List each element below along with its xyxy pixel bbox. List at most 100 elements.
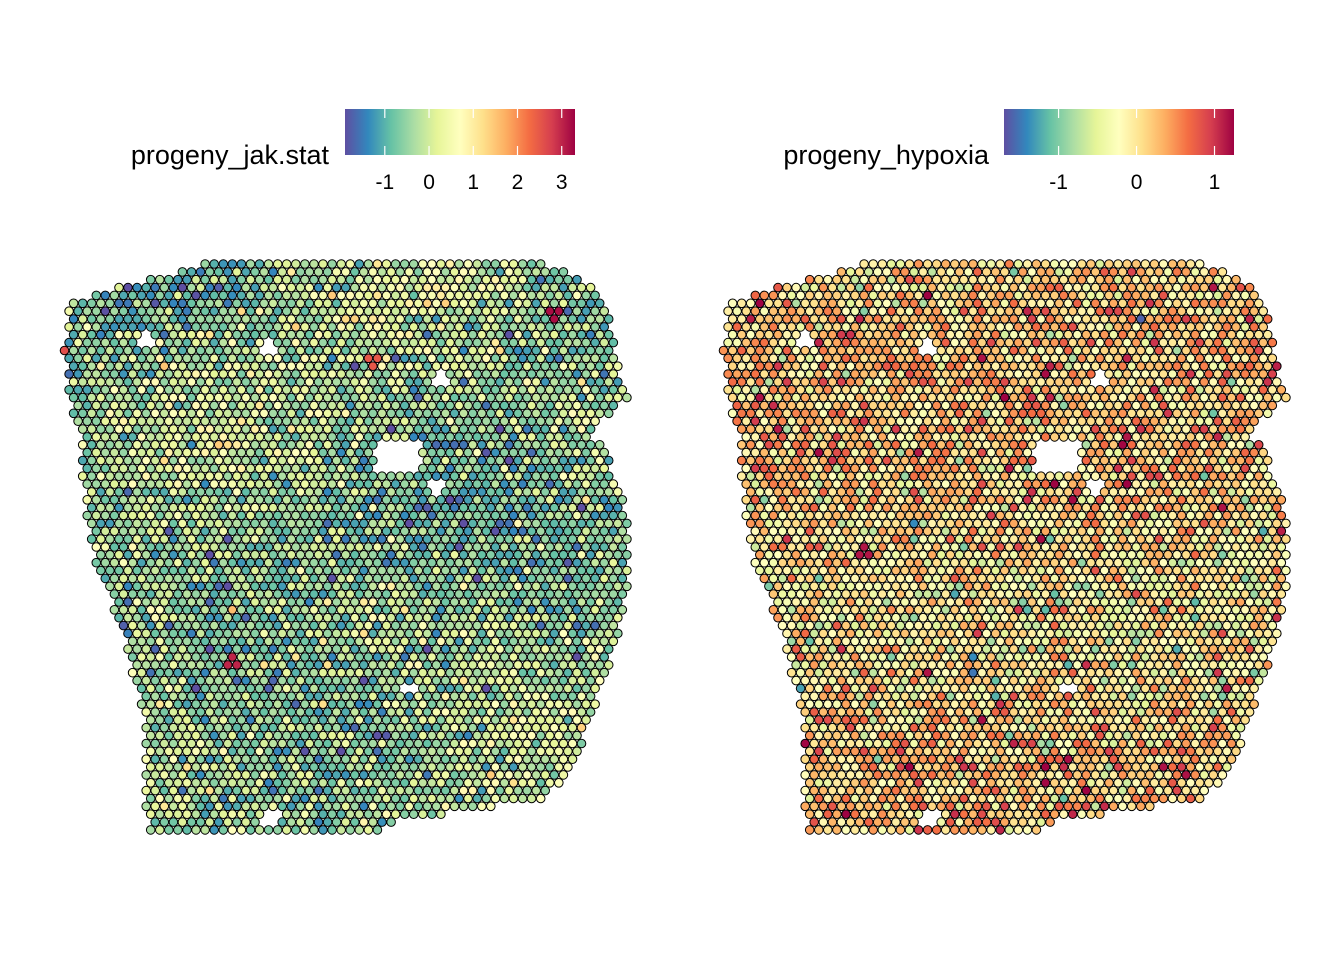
spot xyxy=(1063,329,1073,340)
spot xyxy=(1054,361,1064,372)
spot xyxy=(1240,385,1250,395)
spot xyxy=(313,534,324,544)
spot xyxy=(114,487,124,497)
spot xyxy=(159,675,170,686)
spot xyxy=(922,259,933,269)
spot xyxy=(1063,345,1073,356)
spot xyxy=(872,361,883,372)
spot xyxy=(1045,377,1055,387)
spot xyxy=(368,282,378,293)
spot xyxy=(495,424,505,434)
spot xyxy=(150,817,160,827)
spot xyxy=(177,345,188,356)
spot xyxy=(458,550,469,560)
spot xyxy=(513,377,523,387)
spot xyxy=(1136,298,1146,309)
spot xyxy=(818,329,829,340)
spot xyxy=(386,377,396,387)
spot xyxy=(809,377,820,387)
spot xyxy=(563,322,573,332)
spot xyxy=(513,550,523,560)
spot xyxy=(745,345,756,356)
spot xyxy=(572,274,582,285)
spot xyxy=(540,392,551,403)
spot xyxy=(286,487,297,497)
spot xyxy=(850,337,860,348)
spot xyxy=(773,392,783,403)
spot xyxy=(545,306,555,317)
spot xyxy=(191,416,201,427)
spot xyxy=(463,274,473,285)
spot xyxy=(281,589,292,599)
spot xyxy=(395,408,405,419)
spot xyxy=(336,274,347,285)
spot xyxy=(486,675,496,686)
spot xyxy=(318,353,328,364)
spot xyxy=(558,361,569,372)
spot xyxy=(359,691,369,702)
spot xyxy=(223,314,233,324)
spot xyxy=(200,416,210,427)
spot xyxy=(445,573,455,584)
spot xyxy=(227,730,238,741)
spot xyxy=(1213,306,1223,317)
spot xyxy=(827,392,838,403)
spot xyxy=(168,644,179,654)
spot xyxy=(340,660,351,670)
spot xyxy=(1054,377,1064,387)
spot xyxy=(272,730,283,741)
spot xyxy=(977,306,987,317)
spot xyxy=(499,369,510,379)
spot xyxy=(141,722,151,733)
spot xyxy=(1009,314,1019,324)
spot xyxy=(363,510,374,521)
spot xyxy=(823,274,833,285)
spot xyxy=(1058,400,1069,411)
spot xyxy=(336,353,347,364)
spot xyxy=(895,400,906,411)
spot xyxy=(558,597,569,607)
spot xyxy=(599,369,610,379)
spot xyxy=(155,715,165,725)
spot xyxy=(495,298,505,309)
spot xyxy=(454,746,464,757)
spot xyxy=(177,298,188,309)
spot xyxy=(200,526,210,537)
spot xyxy=(300,746,310,757)
spot xyxy=(549,282,560,293)
spot xyxy=(422,377,433,387)
spot xyxy=(291,447,301,458)
spot xyxy=(223,738,233,749)
spot xyxy=(127,667,138,678)
spot xyxy=(132,424,142,434)
spot xyxy=(481,699,492,710)
spot xyxy=(791,377,801,387)
spot xyxy=(218,385,229,395)
spot xyxy=(395,424,405,434)
spot xyxy=(499,337,510,348)
spot xyxy=(945,329,956,340)
spot xyxy=(1077,259,1087,269)
spot xyxy=(159,581,170,592)
spot xyxy=(458,518,469,529)
spot xyxy=(535,495,546,505)
spot xyxy=(1049,337,1060,348)
spot xyxy=(363,526,374,537)
spot xyxy=(304,754,315,765)
spot xyxy=(422,785,433,796)
spot xyxy=(291,385,301,395)
spot xyxy=(535,274,546,285)
spot xyxy=(1009,329,1019,340)
spot xyxy=(422,691,433,702)
spot xyxy=(463,557,473,568)
spot xyxy=(545,605,555,615)
spot xyxy=(1281,392,1291,403)
spot xyxy=(436,463,446,474)
spot xyxy=(499,479,510,489)
spot xyxy=(159,707,170,717)
spot xyxy=(223,707,233,717)
spot xyxy=(954,314,965,324)
spot xyxy=(150,660,160,670)
spot xyxy=(313,801,324,812)
spot xyxy=(254,746,265,757)
